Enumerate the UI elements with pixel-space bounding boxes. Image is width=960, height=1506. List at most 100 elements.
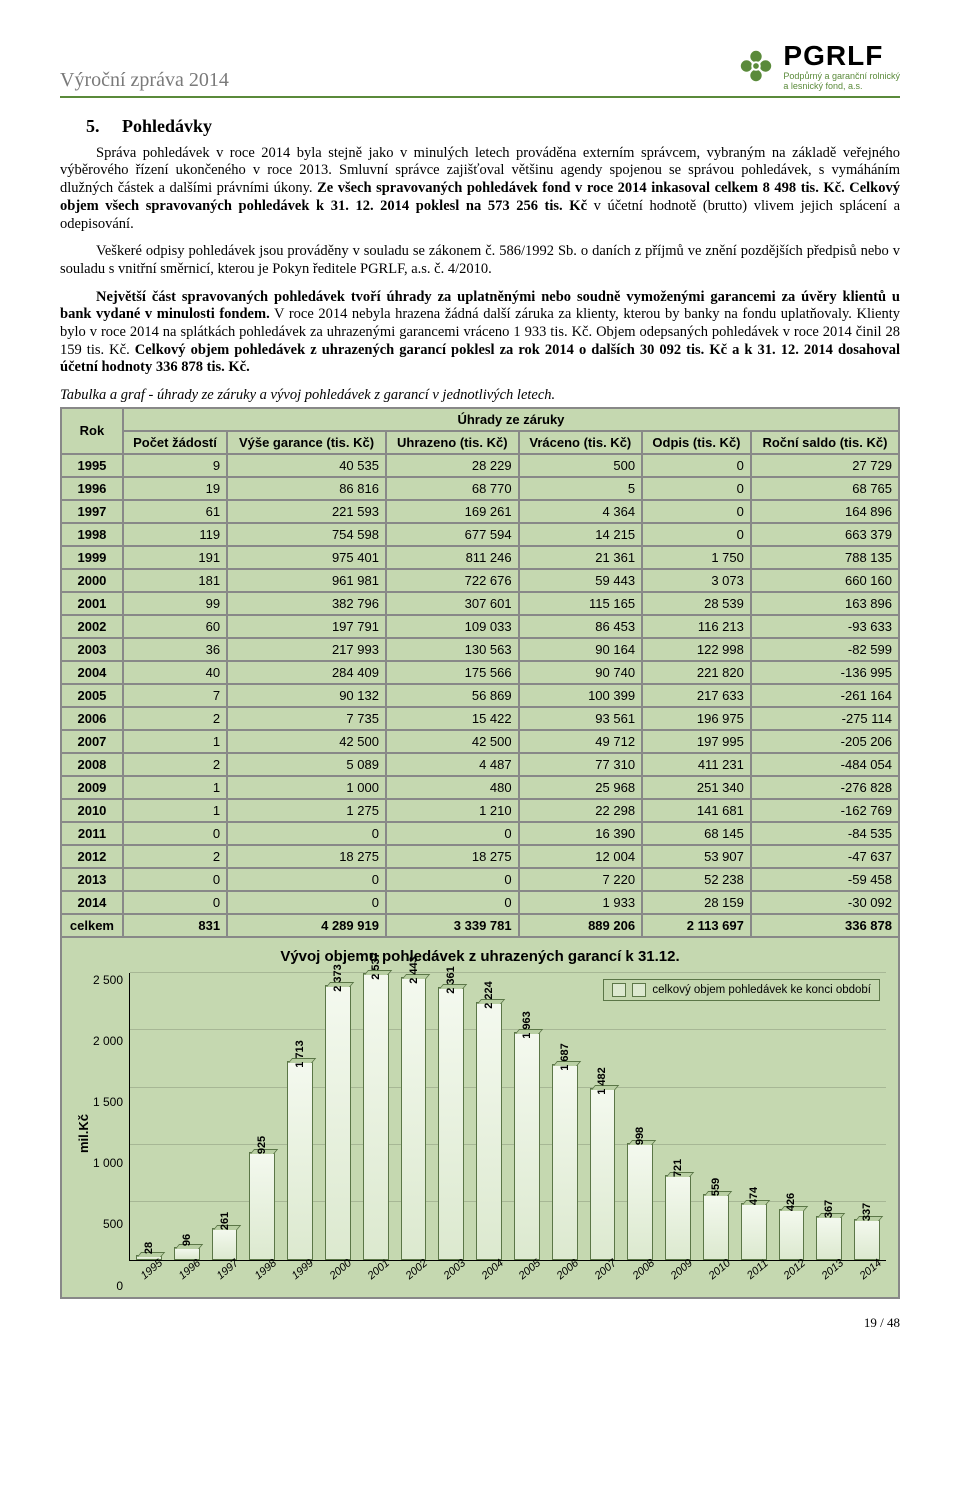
chart-bar: 1 713 <box>287 1061 313 1260</box>
chart-bar: 2 537 <box>363 973 389 1260</box>
chart-bar: 367 <box>816 1216 842 1260</box>
chart-bar: 2 443 <box>401 977 427 1259</box>
chart-bar: 1 687 <box>552 1064 578 1260</box>
chart-bar: 721 <box>665 1175 691 1260</box>
table-row: 200440284 409175 56690 740221 820-136 99… <box>61 661 899 684</box>
y-tick: 2 000 <box>93 1034 123 1048</box>
table-row: 2005790 13256 869100 399217 633-261 164 <box>61 684 899 707</box>
bar-slot: 1 963 <box>510 973 544 1260</box>
bar-slot: 28 <box>132 973 166 1260</box>
table-row: 1999191975 401811 24621 3611 750788 135 <box>61 546 899 569</box>
p3-bold-c: Celkový objem pohledávek z uhrazených ga… <box>60 342 900 376</box>
table-row: 199761221 593169 2614 3640164 896 <box>61 500 899 523</box>
table-row: 200260197 791109 03386 453116 213-93 633 <box>61 615 899 638</box>
bar-value-label: 2 224 <box>483 982 495 1010</box>
bar-value-label: 96 <box>181 1234 193 1246</box>
bar-value-label: 1 963 <box>521 1012 533 1040</box>
document-title: Výroční zpráva 2014 <box>60 69 229 92</box>
bar-slot: 559 <box>699 973 733 1260</box>
col-rok: Rok <box>61 408 123 454</box>
bar-slot: 1 482 <box>586 973 620 1260</box>
bar-slot: 925 <box>245 973 279 1260</box>
bar-value-label: 2 361 <box>445 966 457 994</box>
chart-plot: celkový objem pohledávek ke konci období… <box>129 973 886 1261</box>
chart-container: Vývoj objemu pohledávek z uhrazených gar… <box>60 936 900 1299</box>
bar-slot: 96 <box>170 973 204 1260</box>
bar-slot: 2 537 <box>359 973 393 1260</box>
legend-swatch-icon <box>632 983 646 997</box>
guarantee-table: Rok Úhrady ze záruky Počet žádostí Výše … <box>60 407 900 938</box>
table-caption: Tabulka a graf - úhrady ze záruky a vývo… <box>60 387 900 405</box>
col-saldo: Roční saldo (tis. Kč) <box>751 431 899 454</box>
brand-tagline-2: a lesnický fond, a.s. <box>783 82 900 92</box>
paragraph-3: Největší část spravovaných pohledávek tv… <box>60 289 900 377</box>
chart-bar: 925 <box>249 1152 275 1260</box>
brand-block: PGRLF Podpůrný a garanční rolnický a les… <box>737 40 900 92</box>
col-pocet: Počet žádostí <box>123 431 227 454</box>
chart-legend: celkový objem pohledávek ke konci období <box>603 979 880 1001</box>
table-row: 200825 0894 48777 310411 231-484 054 <box>61 753 899 776</box>
bar-value-label: 1 482 <box>596 1067 608 1095</box>
y-tick: 2 500 <box>93 973 123 987</box>
table-row: 200336217 993130 56390 164122 998-82 599 <box>61 638 899 661</box>
y-tick: 1 500 <box>93 1095 123 1109</box>
bar-slot: 2 373 <box>321 973 355 1260</box>
brand-name: PGRLF <box>783 40 900 72</box>
col-vyse: Výše garance (tis. Kč) <box>227 431 386 454</box>
chart-bar: 2 224 <box>476 1002 502 1259</box>
bar-value-label: 2 537 <box>370 952 382 980</box>
bar-slot: 426 <box>775 973 809 1260</box>
bar-slot: 1 713 <box>283 973 317 1260</box>
bar-slot: 998 <box>623 973 657 1260</box>
bar-value-label: 998 <box>634 1127 646 1145</box>
bar-slot: 2 361 <box>434 973 468 1260</box>
y-tick: 0 <box>116 1279 123 1293</box>
bar-value-label: 721 <box>672 1159 684 1177</box>
col-uhrazeno: Uhrazeno (tis. Kč) <box>386 431 519 454</box>
bar-slot: 2 224 <box>472 973 506 1260</box>
table-row: 20130007 22052 238-59 458 <box>61 868 899 891</box>
section-number: 5. <box>86 116 100 136</box>
bar-value-label: 261 <box>219 1212 231 1230</box>
table-row: 201100016 39068 145-84 535 <box>61 822 899 845</box>
chart-bar: 1 482 <box>590 1088 616 1260</box>
table-row: 201011 2751 21022 298141 681-162 769 <box>61 799 899 822</box>
paragraph-1: Správa pohledávek v roce 2014 byla stejn… <box>60 145 900 233</box>
grid-line <box>130 1144 886 1145</box>
table-row: 200627 73515 42293 561196 975-275 114 <box>61 707 899 730</box>
chart-bar: 261 <box>212 1228 238 1260</box>
bar-value-label: 2 373 <box>332 965 344 993</box>
table-row: 2007142 50042 50049 712197 995-205 206 <box>61 730 899 753</box>
chart-bar: 337 <box>854 1219 880 1260</box>
bar-slot: 1 687 <box>548 973 582 1260</box>
col-vraceno: Vráceno (tis. Kč) <box>519 431 642 454</box>
table-row: 20140001 93328 159-30 092 <box>61 891 899 914</box>
chart-bar: 2 373 <box>325 985 351 1259</box>
bar-slot: 721 <box>661 973 695 1260</box>
chart-bar: 426 <box>779 1209 805 1260</box>
bar-value-label: 474 <box>748 1187 760 1205</box>
bar-value-label: 426 <box>785 1193 797 1211</box>
table-total-row: celkem8314 289 9193 339 781889 2062 113 … <box>61 914 899 937</box>
table-row: 2000181961 981722 67659 4433 073660 160 <box>61 569 899 592</box>
chart-x-axis: 1995199619971998199920002001200220032004… <box>129 1261 886 1293</box>
bar-value-label: 2 443 <box>408 957 420 985</box>
bar-value-label: 1 713 <box>294 1040 306 1068</box>
legend-label: celkový objem pohledávek ke konci období <box>652 984 871 996</box>
table-row: 1998119754 598677 59414 2150663 379 <box>61 523 899 546</box>
table-row: 2012218 27518 27512 00453 907-47 637 <box>61 845 899 868</box>
chart-y-label: mil.Kč <box>74 973 93 1293</box>
bar-value-label: 367 <box>823 1199 835 1217</box>
table-super-header: Úhrady ze záruky <box>123 408 899 431</box>
paragraph-2: Veškeré odpisy pohledávek jsou prováděny… <box>60 243 900 278</box>
bar-value-label: 28 <box>143 1241 155 1253</box>
chart-y-axis: 2 5002 0001 5001 0005000 <box>93 973 129 1321</box>
clover-logo-icon <box>737 47 775 85</box>
table-row: 200199382 796307 601115 16528 539163 896 <box>61 592 899 615</box>
bar-slot: 474 <box>737 973 771 1260</box>
bar-slot: 261 <box>208 973 242 1260</box>
bar-value-label: 337 <box>861 1203 873 1221</box>
section-heading: 5. Pohledávky <box>86 116 900 137</box>
chart-bar: 474 <box>741 1203 767 1259</box>
chart-bar: 1 963 <box>514 1032 540 1259</box>
